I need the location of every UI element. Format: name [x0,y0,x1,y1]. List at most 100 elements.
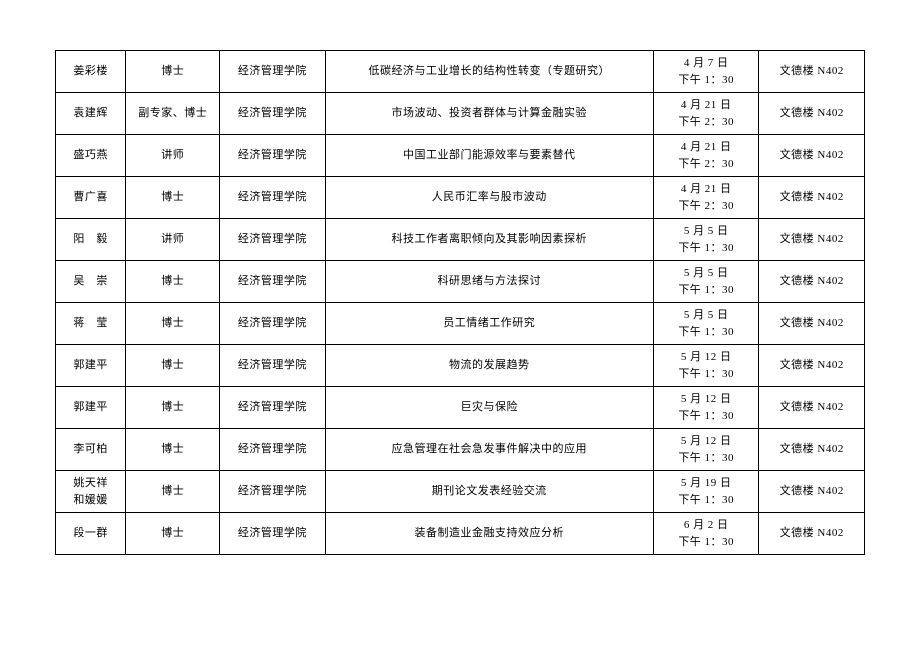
cell-date: 5 月 12 日下午 1：30 [653,345,759,387]
date-line-2: 下午 1：30 [656,240,757,257]
cell-name: 郭建平 [56,387,126,429]
schedule-table: 姜彩楼博士经济管理学院低碳经济与工业增长的结构性转变（专题研究）4 月 7 日下… [55,50,865,555]
date-line-1: 5 月 12 日 [656,433,757,450]
table-row: 袁建辉副专家、博士经济管理学院市场波动、投资者群体与计算金融实验4 月 21 日… [56,93,865,135]
date-line-2: 下午 1：30 [656,450,757,467]
cell-topic: 期刊论文发表经验交流 [325,471,653,513]
cell-topic: 科技工作者离职倾向及其影响因素探析 [325,219,653,261]
cell-topic: 巨灾与保险 [325,387,653,429]
cell-dept: 经济管理学院 [220,261,326,303]
cell-name: 蒋 莹 [56,303,126,345]
table-row: 郭建平博士经济管理学院巨灾与保险5 月 12 日下午 1：30文德楼 N402 [56,387,865,429]
cell-name: 盛巧燕 [56,135,126,177]
date-line-1: 4 月 21 日 [656,139,757,156]
cell-location: 文德楼 N402 [759,93,865,135]
cell-name: 阳 毅 [56,219,126,261]
cell-date: 4 月 7 日下午 1：30 [653,51,759,93]
cell-date: 5 月 5 日下午 1：30 [653,261,759,303]
date-line-2: 下午 1：30 [656,324,757,341]
cell-title: 博士 [126,429,220,471]
cell-name: 吴 崇 [56,261,126,303]
cell-location: 文德楼 N402 [759,261,865,303]
table-row: 李可柏博士经济管理学院应急管理在社会急发事件解决中的应用5 月 12 日下午 1… [56,429,865,471]
cell-date: 6 月 2 日下午 1：30 [653,513,759,555]
date-line-1: 6 月 2 日 [656,517,757,534]
date-line-1: 5 月 5 日 [656,265,757,282]
cell-title: 副专家、博士 [126,93,220,135]
table-row: 段一群博士经济管理学院装备制造业金融支持效应分析6 月 2 日下午 1：30文德… [56,513,865,555]
cell-date: 5 月 12 日下午 1：30 [653,387,759,429]
date-line-2: 下午 2：30 [656,198,757,215]
table-row: 盛巧燕讲师经济管理学院中国工业部门能源效率与要素替代4 月 21 日下午 2：3… [56,135,865,177]
cell-date: 5 月 19 日下午 1：30 [653,471,759,513]
date-line-1: 5 月 12 日 [656,349,757,366]
date-line-2: 下午 2：30 [656,156,757,173]
cell-topic: 应急管理在社会急发事件解决中的应用 [325,429,653,471]
date-line-2: 下午 1：30 [656,534,757,551]
cell-location: 文德楼 N402 [759,219,865,261]
cell-date: 4 月 21 日下午 2：30 [653,177,759,219]
cell-name: 曹广喜 [56,177,126,219]
cell-topic: 员工情绪工作研究 [325,303,653,345]
date-line-1: 4 月 21 日 [656,97,757,114]
cell-title: 博士 [126,303,220,345]
cell-date: 4 月 21 日下午 2：30 [653,135,759,177]
date-line-1: 5 月 5 日 [656,223,757,240]
table-body: 姜彩楼博士经济管理学院低碳经济与工业增长的结构性转变（专题研究）4 月 7 日下… [56,51,865,555]
cell-date: 5 月 5 日下午 1：30 [653,219,759,261]
cell-location: 文德楼 N402 [759,345,865,387]
cell-location: 文德楼 N402 [759,303,865,345]
date-line-1: 4 月 7 日 [656,55,757,72]
cell-name: 郭建平 [56,345,126,387]
cell-location: 文德楼 N402 [759,429,865,471]
cell-dept: 经济管理学院 [220,303,326,345]
date-line-2: 下午 1：30 [656,408,757,425]
cell-name: 袁建辉 [56,93,126,135]
cell-dept: 经济管理学院 [220,93,326,135]
cell-dept: 经济管理学院 [220,429,326,471]
cell-title: 博士 [126,51,220,93]
table-row: 姜彩楼博士经济管理学院低碳经济与工业增长的结构性转变（专题研究）4 月 7 日下… [56,51,865,93]
date-line-1: 5 月 12 日 [656,391,757,408]
cell-name: 段一群 [56,513,126,555]
cell-title: 博士 [126,513,220,555]
cell-dept: 经济管理学院 [220,219,326,261]
table-row: 郭建平博士经济管理学院物流的发展趋势5 月 12 日下午 1：30文德楼 N40… [56,345,865,387]
cell-topic: 人民币汇率与股市波动 [325,177,653,219]
cell-dept: 经济管理学院 [220,135,326,177]
table-row: 蒋 莹博士经济管理学院员工情绪工作研究5 月 5 日下午 1：30文德楼 N40… [56,303,865,345]
cell-title: 博士 [126,345,220,387]
cell-location: 文德楼 N402 [759,513,865,555]
cell-topic: 低碳经济与工业增长的结构性转变（专题研究） [325,51,653,93]
table-row: 姚天祥和媛媛博士经济管理学院期刊论文发表经验交流5 月 19 日下午 1：30文… [56,471,865,513]
cell-dept: 经济管理学院 [220,177,326,219]
date-line-1: 5 月 19 日 [656,475,757,492]
cell-date: 5 月 12 日下午 1：30 [653,429,759,471]
date-line-2: 下午 1：30 [656,282,757,299]
cell-location: 文德楼 N402 [759,177,865,219]
cell-title: 博士 [126,387,220,429]
cell-date: 4 月 21 日下午 2：30 [653,93,759,135]
table-row: 吴 崇博士经济管理学院科研思绪与方法探讨5 月 5 日下午 1：30文德楼 N4… [56,261,865,303]
cell-name: 姜彩楼 [56,51,126,93]
date-line-1: 4 月 21 日 [656,181,757,198]
date-line-2: 下午 2：30 [656,114,757,131]
date-line-2: 下午 1：30 [656,366,757,383]
cell-topic: 市场波动、投资者群体与计算金融实验 [325,93,653,135]
cell-title: 博士 [126,261,220,303]
date-line-1: 5 月 5 日 [656,307,757,324]
cell-topic: 物流的发展趋势 [325,345,653,387]
cell-title: 博士 [126,471,220,513]
cell-dept: 经济管理学院 [220,345,326,387]
cell-topic: 中国工业部门能源效率与要素替代 [325,135,653,177]
cell-title: 讲师 [126,219,220,261]
cell-dept: 经济管理学院 [220,471,326,513]
cell-title: 讲师 [126,135,220,177]
cell-location: 文德楼 N402 [759,471,865,513]
table-row: 阳 毅讲师经济管理学院科技工作者离职倾向及其影响因素探析5 月 5 日下午 1：… [56,219,865,261]
cell-dept: 经济管理学院 [220,51,326,93]
cell-name: 李可柏 [56,429,126,471]
cell-topic: 科研思绪与方法探讨 [325,261,653,303]
cell-location: 文德楼 N402 [759,387,865,429]
cell-name: 姚天祥和媛媛 [56,471,126,513]
